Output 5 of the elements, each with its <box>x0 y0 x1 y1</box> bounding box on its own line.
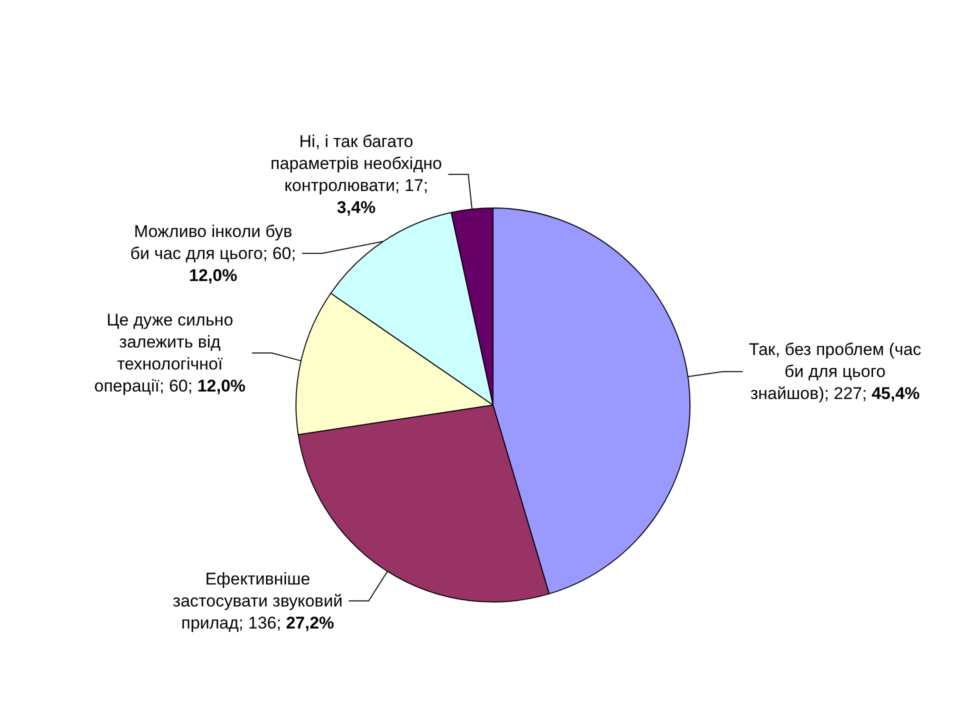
slice-label: Це дуже сильно залежить від технологічної операції; 60; 12,0% <box>94 310 246 396</box>
slice-label: Можливо інколи був би час для цього; 60; 12,0% <box>130 222 296 285</box>
slice-label: Ні, і так багато параметрів необхідно контролювати; 17; 3,4% <box>270 132 442 217</box>
slice-label: Ефективніше застосувати звуковий прилад; 136; 27,2% <box>172 569 343 632</box>
slice-label: Так, без проблем (час би для цього знайшов); 227; 45,4% <box>748 340 922 404</box>
